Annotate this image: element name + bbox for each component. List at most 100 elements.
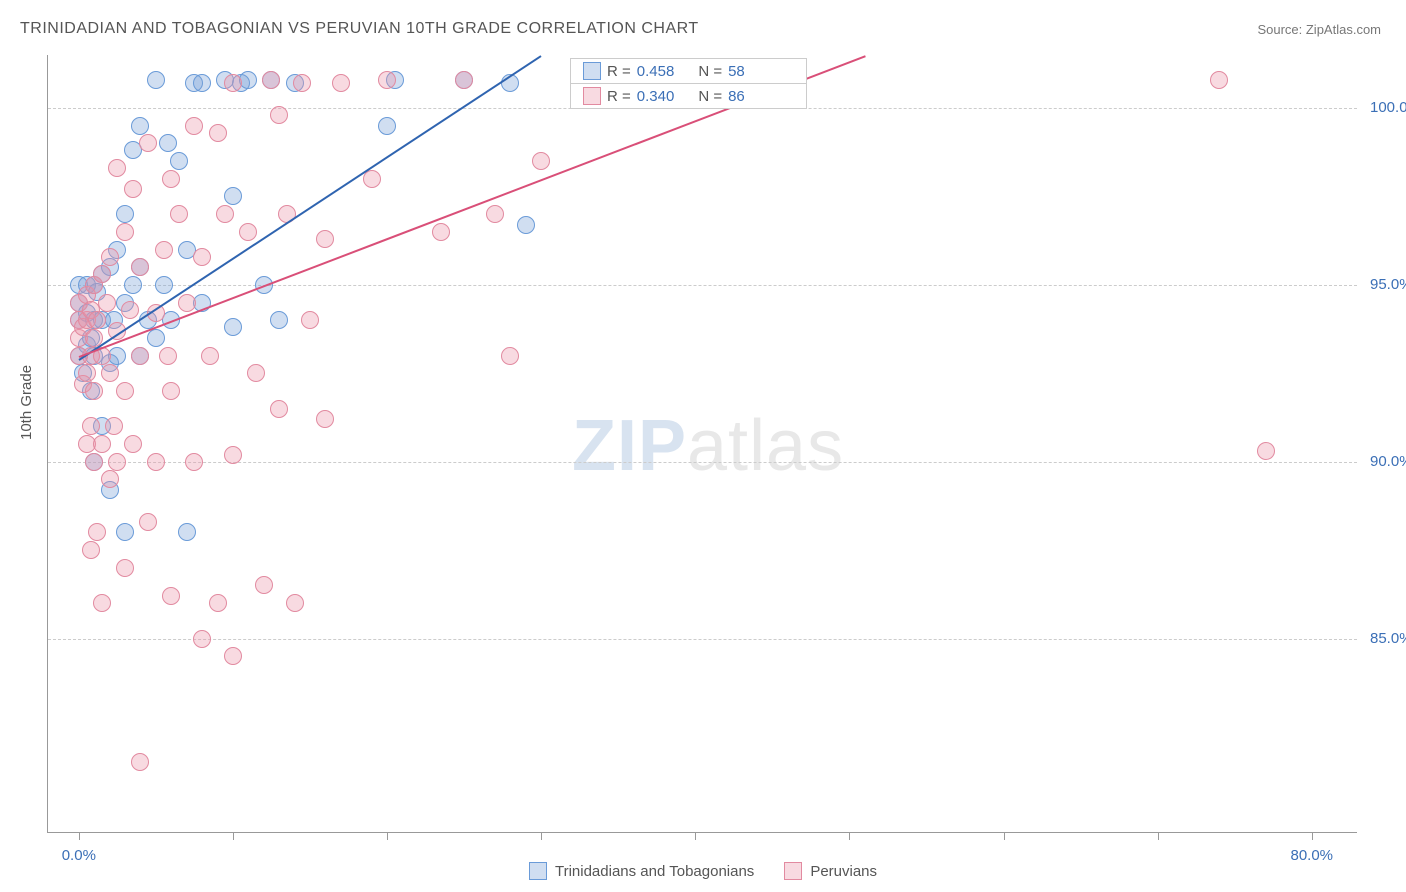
data-point	[455, 71, 473, 89]
legend-item: Trinidadians and Tobagonians	[529, 862, 754, 880]
data-point	[501, 347, 519, 365]
watermark-zip: ZIP	[572, 406, 687, 486]
y-tick-label: 90.0%	[1370, 453, 1406, 470]
chart-title: TRINIDADIAN AND TOBAGONIAN VS PERUVIAN 1…	[20, 20, 699, 38]
data-point	[131, 753, 149, 771]
legend-row: R =0.340N =86	[571, 84, 806, 109]
data-point	[116, 205, 134, 223]
data-point	[193, 74, 211, 92]
data-point	[170, 205, 188, 223]
data-point	[209, 124, 227, 142]
gridline	[48, 285, 1357, 286]
data-point	[486, 205, 504, 223]
x-tick	[1312, 832, 1313, 840]
data-point	[147, 453, 165, 471]
gridline	[48, 462, 1357, 463]
data-point	[193, 248, 211, 266]
data-point	[108, 453, 126, 471]
data-point	[88, 523, 106, 541]
x-tick	[695, 832, 696, 840]
data-point	[124, 180, 142, 198]
x-tick	[541, 832, 542, 840]
data-point	[239, 223, 257, 241]
x-tick	[849, 832, 850, 840]
data-point	[224, 318, 242, 336]
gridline	[48, 639, 1357, 640]
data-point	[98, 294, 116, 312]
data-point	[224, 446, 242, 464]
x-tick	[79, 832, 80, 840]
data-point	[159, 134, 177, 152]
data-point	[108, 159, 126, 177]
correlation-legend: R =0.458N =58R =0.340N =86	[570, 58, 807, 109]
data-point	[301, 311, 319, 329]
source-attribution: Source: ZipAtlas.com	[1257, 22, 1381, 37]
data-point	[185, 117, 203, 135]
data-point	[131, 258, 149, 276]
data-point	[178, 294, 196, 312]
data-point	[101, 364, 119, 382]
data-point	[85, 382, 103, 400]
legend-swatch	[784, 862, 802, 880]
r-value: 0.458	[637, 63, 675, 80]
data-point	[159, 347, 177, 365]
y-axis-label: 10th Grade	[18, 365, 35, 440]
data-point	[316, 230, 334, 248]
data-point	[255, 576, 273, 594]
y-tick-label: 85.0%	[1370, 630, 1406, 647]
data-point	[116, 559, 134, 577]
data-point	[155, 241, 173, 259]
data-point	[116, 382, 134, 400]
legend-swatch	[583, 87, 601, 105]
data-point	[116, 223, 134, 241]
data-point	[270, 106, 288, 124]
data-point	[131, 347, 149, 365]
data-point	[93, 265, 111, 283]
data-point	[293, 74, 311, 92]
data-point	[432, 223, 450, 241]
data-point	[517, 216, 535, 234]
data-point	[121, 301, 139, 319]
n-label: N =	[698, 88, 722, 105]
data-point	[262, 71, 280, 89]
data-point	[270, 311, 288, 329]
data-point	[247, 364, 265, 382]
data-point	[131, 117, 149, 135]
data-point	[378, 71, 396, 89]
data-point	[139, 513, 157, 531]
data-point	[101, 248, 119, 266]
data-point	[155, 276, 173, 294]
r-label: R =	[607, 63, 631, 80]
data-point	[116, 523, 134, 541]
x-tick	[233, 832, 234, 840]
data-point	[124, 276, 142, 294]
data-point	[85, 453, 103, 471]
data-point	[162, 382, 180, 400]
data-point	[78, 364, 96, 382]
x-tick	[387, 832, 388, 840]
data-point	[316, 410, 334, 428]
legend-label: Trinidadians and Tobagonians	[555, 863, 754, 880]
data-point	[108, 347, 126, 365]
data-point	[239, 71, 257, 89]
y-tick-label: 95.0%	[1370, 276, 1406, 293]
scatter-plot-area: ZIPatlas 85.0%90.0%95.0%100.0%0.0%80.0%	[47, 55, 1357, 833]
y-tick-label: 100.0%	[1370, 99, 1406, 116]
series-legend: Trinidadians and TobagoniansPeruvians	[0, 862, 1406, 880]
data-point	[147, 329, 165, 347]
data-point	[224, 74, 242, 92]
data-point	[1210, 71, 1228, 89]
watermark-atlas: atlas	[687, 406, 844, 486]
data-point	[82, 541, 100, 559]
data-point	[378, 117, 396, 135]
data-point	[147, 71, 165, 89]
data-point	[532, 152, 550, 170]
data-point	[93, 594, 111, 612]
x-tick	[1004, 832, 1005, 840]
x-tick	[1158, 832, 1159, 840]
data-point	[193, 630, 211, 648]
data-point	[178, 523, 196, 541]
data-point	[216, 205, 234, 223]
data-point	[185, 453, 203, 471]
r-label: R =	[607, 88, 631, 105]
